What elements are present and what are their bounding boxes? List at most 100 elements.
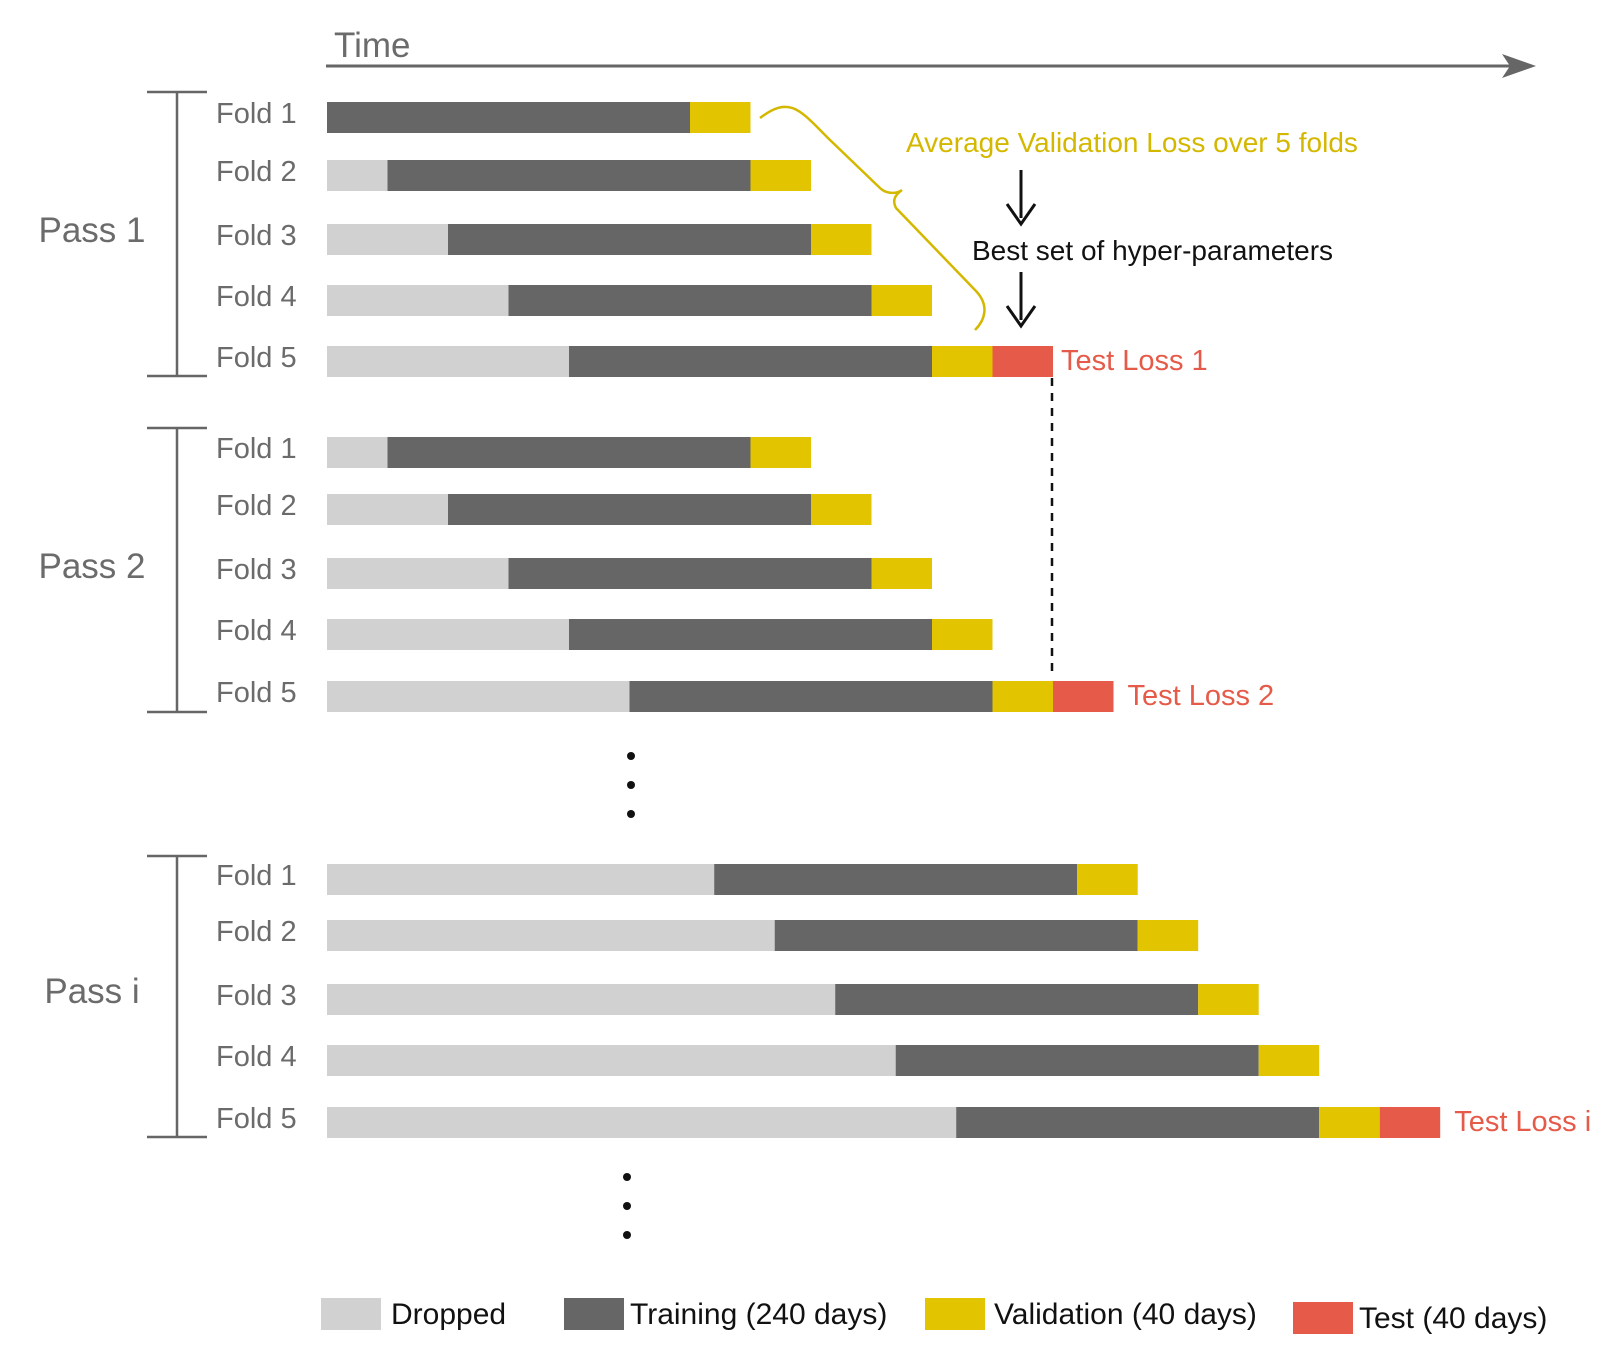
validation-segment [932, 619, 993, 650]
training-segment [835, 984, 1199, 1015]
validation-segment [690, 102, 751, 133]
time-axis-label: Time [334, 26, 410, 65]
validation-segment [992, 681, 1053, 712]
down-arrow-icon [1005, 272, 1037, 329]
pass-label: Pass i [44, 972, 139, 1011]
fold-row [327, 681, 1114, 712]
legend-label: Dropped [391, 1298, 506, 1331]
training-segment [956, 1107, 1320, 1138]
legend-item: Test (40 days) [1293, 1302, 1547, 1335]
legend-swatch [321, 1298, 381, 1330]
dropped-segment [327, 920, 775, 951]
dropped-segment [327, 494, 448, 525]
dropped-segment [327, 558, 509, 589]
dropped-segment [327, 1045, 896, 1076]
fold-label: Fold 5 [216, 1103, 297, 1135]
fold-row [327, 619, 993, 650]
legend-label: Training (240 days) [630, 1298, 887, 1331]
training-segment [387, 437, 751, 468]
fold-row [327, 346, 1053, 377]
validation-segment [750, 437, 811, 468]
dropped-segment [327, 1107, 957, 1138]
training-segment [387, 160, 751, 191]
test-segment [1053, 681, 1114, 712]
training-segment [569, 346, 932, 377]
legend-swatch [1293, 1302, 1353, 1334]
training-segment [448, 224, 811, 255]
time-axis-arrowhead [1502, 54, 1536, 78]
training-segment [895, 1045, 1259, 1076]
fold-label: Fold 1 [216, 860, 297, 892]
fold-label: Fold 1 [216, 98, 297, 130]
dropped-segment [327, 984, 836, 1015]
fold-bars [327, 102, 1441, 1138]
pass-bracket [147, 854, 207, 1139]
fold-label: Fold 5 [216, 342, 297, 374]
fold-label: Fold 3 [216, 980, 297, 1012]
training-segment [629, 681, 993, 712]
legend-item: Dropped [321, 1298, 506, 1331]
pass-brackets [147, 90, 207, 1139]
fold-label: Fold 2 [216, 490, 297, 522]
fold-row [327, 558, 932, 589]
ellipsis-marker [627, 752, 635, 818]
dropped-segment [327, 437, 388, 468]
training-segment [714, 864, 1078, 895]
legend-swatch [925, 1298, 985, 1330]
down-arrow-icon [1005, 170, 1037, 227]
test-segment [1379, 1107, 1441, 1138]
legend: Dropped Training (240 days) Validation (40… [321, 1298, 1547, 1335]
fold-row [327, 494, 872, 525]
fold-labels: Pass 1 Fold 1 Fold 2 Fold 3 Fold 4 Fold 5 Test… [39, 98, 1592, 1138]
fold-label: Fold 2 [216, 156, 297, 188]
pass-label: Pass 2 [39, 547, 146, 586]
dropped-segment [327, 285, 509, 316]
validation-segment [1258, 1045, 1320, 1076]
validation-segment [1198, 984, 1259, 1015]
validation-average-brace [759, 105, 986, 331]
legend-label: Test (40 days) [1359, 1302, 1547, 1335]
fold-label: Fold 4 [216, 615, 297, 647]
dropped-segment [327, 160, 388, 191]
pass-bracket [147, 90, 207, 378]
test-loss-label: Test Loss 2 [1128, 680, 1275, 712]
test-loss-label: Test Loss 1 [1061, 345, 1208, 377]
validation-segment [811, 494, 872, 525]
validation-segment [811, 224, 872, 255]
fold-label: Fold 4 [216, 281, 297, 313]
legend-item: Validation (40 days) [925, 1298, 1257, 1331]
pass-bracket [147, 426, 207, 714]
fold-label: Fold 4 [216, 1041, 297, 1073]
validation-segment [1319, 1107, 1380, 1138]
validation-segment [871, 558, 932, 589]
fold-row [327, 160, 811, 191]
fold-row [327, 920, 1199, 951]
training-segment [327, 102, 690, 133]
legend-item: Training (240 days) [564, 1298, 887, 1331]
legend-swatch [564, 1298, 624, 1330]
validation-segment [750, 160, 811, 191]
training-segment [774, 920, 1138, 951]
fold-row [327, 864, 1138, 895]
fold-label: Fold 5 [216, 677, 297, 709]
dropped-segment [327, 864, 715, 895]
average-validation-note: Average Validation Loss over 5 folds [906, 127, 1358, 158]
fold-row [327, 285, 932, 316]
validation-segment [1137, 920, 1199, 951]
test-segment [992, 346, 1053, 377]
fold-row [327, 224, 872, 255]
ellipsis-marker [623, 1173, 631, 1239]
dropped-segment [327, 346, 569, 377]
legend-label: Validation (40 days) [994, 1298, 1257, 1331]
fold-label: Fold 1 [216, 433, 297, 465]
fold-label: Fold 3 [216, 554, 297, 586]
pass-label: Pass 1 [39, 211, 146, 250]
dropped-segment [327, 224, 448, 255]
dropped-segment [327, 619, 569, 650]
training-segment [569, 619, 932, 650]
validation-segment [871, 285, 932, 316]
fold-row [327, 1045, 1320, 1076]
training-segment [448, 494, 811, 525]
validation-segment [932, 346, 993, 377]
